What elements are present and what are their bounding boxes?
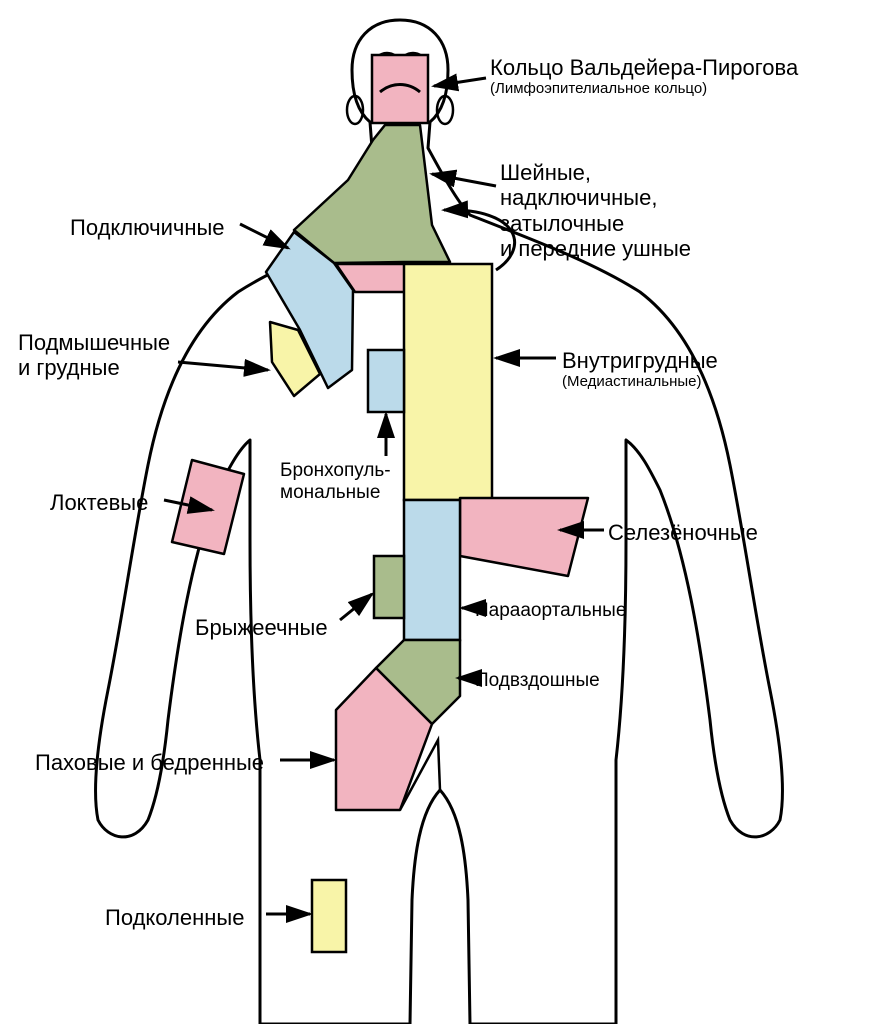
label-sub: (Лимфоэпителиальное кольцо) (490, 80, 798, 97)
label-text: Парааортальные (475, 600, 626, 622)
label-axillary: Подмышечные и грудные (18, 330, 170, 381)
label-text: Кольцо Вальдейера-Пирогова (490, 55, 798, 80)
label-paraaortal: Парааортальные (475, 600, 626, 622)
label-waldeyer: Кольцо Вальдейера-Пирогова(Лимфоэпителиа… (490, 55, 798, 98)
diagram-stage: Кольцо Вальдейера-Пирогова(Лимфоэпителиа… (0, 0, 878, 1024)
label-text: Брыжеечные (195, 615, 328, 640)
label-text: Подколенные (105, 905, 244, 930)
region-cubital (172, 460, 244, 554)
arrow (434, 78, 486, 86)
label-cubital: Локтевые (50, 490, 148, 515)
arrow (432, 174, 496, 186)
region-mouth (372, 55, 428, 123)
label-text: Шейные, надключичные, затылочные и перед… (500, 160, 691, 261)
label-popliteal: Подколенные (105, 905, 244, 930)
label-intrathoracic: Внутригрудные(Медиастинальные) (562, 348, 718, 391)
label-text: Подключичные (70, 215, 225, 240)
arrow (178, 362, 268, 370)
label-text: Внутригрудные (562, 348, 718, 373)
arrow (340, 594, 372, 620)
region-paraaortal (404, 500, 460, 640)
label-iliac: Подвздошные (475, 670, 600, 692)
label-cervical: Шейные, надключичные, затылочные и перед… (500, 160, 691, 261)
region-mesenteric (374, 556, 404, 618)
region-neck (294, 125, 450, 263)
arrow (240, 224, 288, 248)
label-inguinal: Паховые и бедренные (35, 750, 264, 775)
label-mesenteric: Брыжеечные (195, 615, 328, 640)
label-splenic: Селезёночные (608, 520, 758, 545)
label-text: Паховые и бедренные (35, 750, 264, 775)
label-text: Локтевые (50, 490, 148, 515)
label-text: Бронхопуль- мональные (280, 460, 391, 504)
region-popliteal (312, 880, 346, 952)
label-sub: (Медиастинальные) (562, 373, 718, 390)
region-mediastinum (404, 264, 492, 500)
label-text: Подвздошные (475, 670, 600, 692)
label-subclavian: Подключичные (70, 215, 225, 240)
label-broncho: Бронхопуль- мональные (280, 460, 391, 504)
label-text: Подмышечные и грудные (18, 330, 170, 381)
region-broncho (368, 350, 404, 412)
region-splenic (460, 498, 588, 576)
label-text: Селезёночные (608, 520, 758, 545)
